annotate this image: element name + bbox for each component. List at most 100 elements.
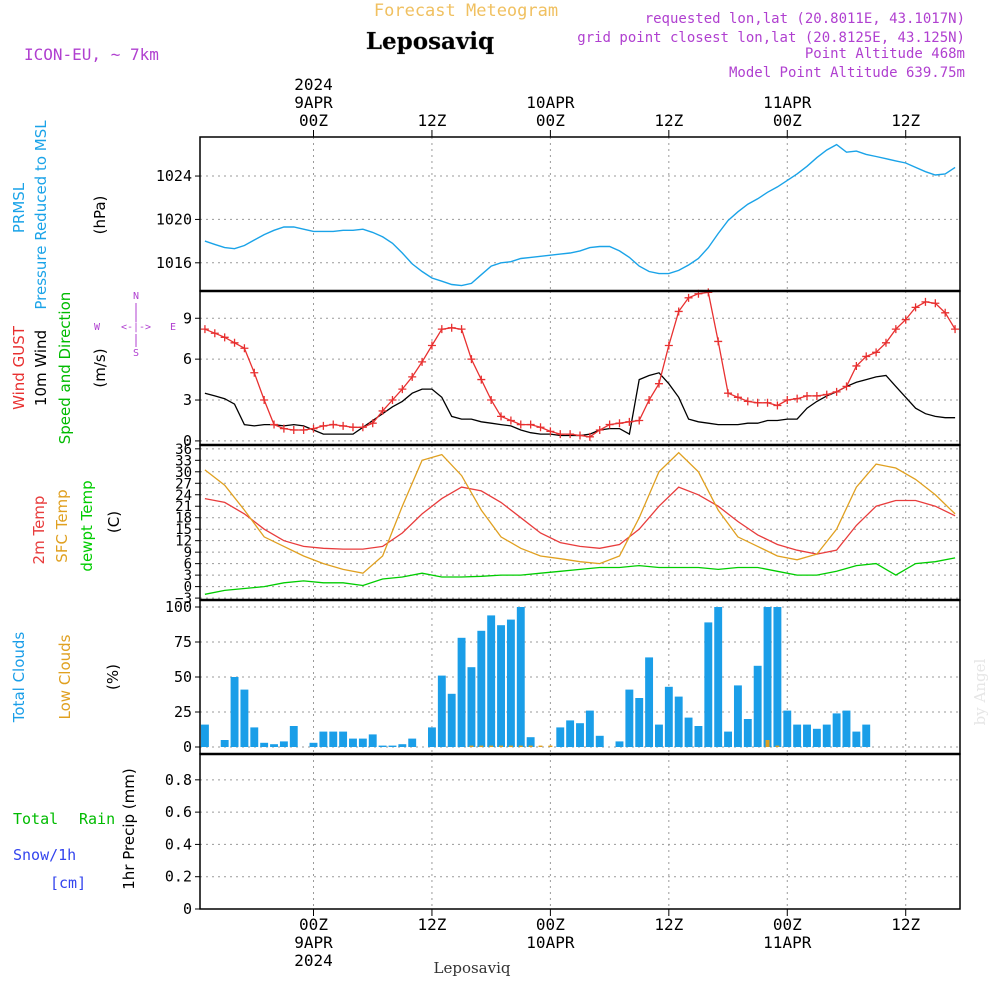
wind-gust-marker: [427, 341, 436, 350]
model-name: ICON-EU, ~ 7km: [24, 45, 159, 64]
requested-coords: requested lon,lat (20.8011E, 43.1017N): [645, 11, 965, 27]
time-label-top: 00Z: [299, 111, 328, 130]
total-clouds-bar: [497, 625, 505, 747]
compass-s: S: [133, 348, 139, 359]
total-clouds-bar: [625, 689, 634, 747]
total-clouds-bar: [487, 615, 496, 747]
low-clouds-bar: [489, 745, 494, 747]
wind-gust-marker: [793, 394, 802, 403]
wind-gust-marker: [674, 307, 683, 316]
total-clouds-bar: [595, 735, 604, 747]
wind-gust-marker: [852, 361, 861, 370]
wind-gust-line: [204, 291, 956, 438]
total-clouds-bar: [585, 710, 594, 747]
y-tick-label: 0: [183, 738, 192, 756]
temp-label-dewpt: dewpt Temp: [78, 480, 96, 571]
compass-arrows: <-|->: [121, 322, 151, 333]
wind-gust-marker: [526, 420, 535, 429]
total-clouds-bar: [516, 607, 525, 747]
low-clouds-bar: [528, 745, 533, 747]
y-tick-label: 1016: [156, 254, 192, 272]
frame-layer: [199, 136, 961, 910]
wind-gust-marker: [487, 396, 496, 405]
time-label-bottom: 9APR: [294, 933, 333, 952]
wind-gust-marker: [378, 406, 387, 415]
wind-gust-marker: [437, 325, 446, 334]
wind-label-10m: 10m Wind: [32, 330, 50, 406]
wind-gust-marker: [921, 297, 930, 306]
time-label-top: 12Z: [891, 111, 920, 130]
wind-gust-marker: [625, 417, 634, 426]
wind-gust-marker: [822, 390, 831, 399]
total-clouds-bar: [793, 724, 802, 747]
precip-label-cm: [cm]: [50, 874, 86, 892]
wind-gust-marker: [783, 396, 792, 405]
y-tick-label: 0.8: [165, 771, 192, 789]
precip-label-rain: Rain: [79, 810, 115, 828]
wind-gust-marker: [270, 420, 279, 429]
time-label-top: 9APR: [294, 93, 333, 112]
y-tick-label: 30: [175, 465, 192, 481]
wind-gust-marker: [714, 337, 723, 346]
y-tick-label: 0.4: [165, 835, 192, 853]
wind-gust-marker: [862, 352, 871, 361]
y-tick-label: 33: [175, 453, 192, 469]
y-tick-label: 0: [183, 900, 192, 918]
time-label-bottom: 00Z: [773, 915, 802, 934]
total-clouds-bar: [240, 689, 249, 747]
y-tick-label: 25: [174, 703, 192, 721]
y-tick-label: 24: [175, 488, 192, 504]
y-tick-label: 0.6: [165, 803, 192, 821]
low-clouds-bar: [548, 745, 553, 747]
total-clouds-bar: [378, 745, 387, 747]
wind-gust-marker: [457, 325, 466, 334]
low-clouds-bar: [765, 740, 770, 747]
total-clouds-bar: [783, 710, 792, 747]
cloud-labels: Total Clouds Low Clouds (%): [10, 632, 122, 724]
temperature-labels: 2m Temp SFC Temp dewpt Temp (C): [30, 480, 123, 571]
time-label-bottom: 2024: [294, 951, 333, 970]
wind-gust-marker: [309, 424, 318, 433]
total-clouds-bar: [822, 724, 831, 747]
wind-gust-marker: [250, 368, 259, 377]
low-clouds-bar: [508, 745, 513, 747]
product-title: Forecast Meteogram: [374, 1, 558, 21]
total-clouds-bar: [832, 713, 841, 747]
cloud-label-total: Total Clouds: [10, 632, 28, 724]
total-clouds-bar: [319, 731, 328, 747]
wind-gust-marker: [901, 315, 910, 324]
wind-gust-marker: [664, 341, 673, 350]
wind-gust-marker: [842, 382, 851, 391]
total-clouds-bar: [329, 731, 338, 747]
total-clouds-bar: [753, 665, 762, 747]
wind-gust-marker: [467, 355, 476, 364]
panel-frame: [199, 753, 961, 910]
wind-gust-marker: [605, 420, 614, 429]
wind-gust-marker: [911, 303, 920, 312]
wind-gust-marker: [329, 420, 338, 429]
y-tick-label: −3: [175, 591, 192, 607]
wind-gust-marker: [832, 387, 841, 396]
wind-gust-marker: [368, 419, 377, 428]
wind-gust-marker: [388, 396, 397, 405]
low-clouds-bar: [538, 745, 543, 747]
y-tick-label: 0: [183, 432, 192, 450]
wind-label-speed-dir: Speed and Direction: [56, 292, 74, 445]
grid-point-coords: grid point closest lon,lat (20.8125E, 43…: [577, 30, 965, 46]
wind-label-unit: (m/s): [91, 348, 109, 387]
precip-label-unit: 1hr Precip (mm): [120, 768, 138, 889]
total-clouds-bar: [467, 667, 476, 747]
wind-gust-marker: [546, 427, 555, 436]
wind-compass: N W <-|-> E S: [94, 291, 176, 359]
time-label-bottom: 00Z: [299, 915, 328, 934]
y-tick-label: 50: [174, 668, 192, 686]
y-tick-label: 9: [184, 545, 192, 561]
precip-label-total: Total: [13, 810, 58, 828]
y-tick-label: 6: [184, 557, 192, 573]
point-altitude: Point Altitude 468m: [805, 46, 965, 62]
total-clouds-bar: [773, 607, 782, 747]
pressure-line: [204, 143, 956, 287]
total-clouds-bar: [803, 724, 811, 747]
data-layer: [200, 143, 960, 747]
wind-gust-marker: [881, 338, 890, 347]
